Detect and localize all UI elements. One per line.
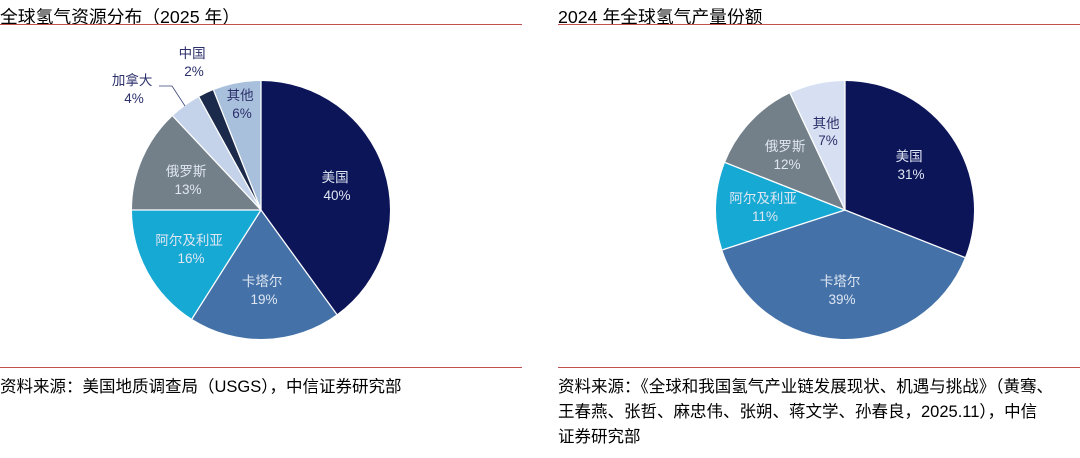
svg-text:中国 2%: 中国 2% bbox=[179, 46, 210, 79]
svg-text:加拿大 4%: 加拿大 4% bbox=[112, 72, 156, 106]
